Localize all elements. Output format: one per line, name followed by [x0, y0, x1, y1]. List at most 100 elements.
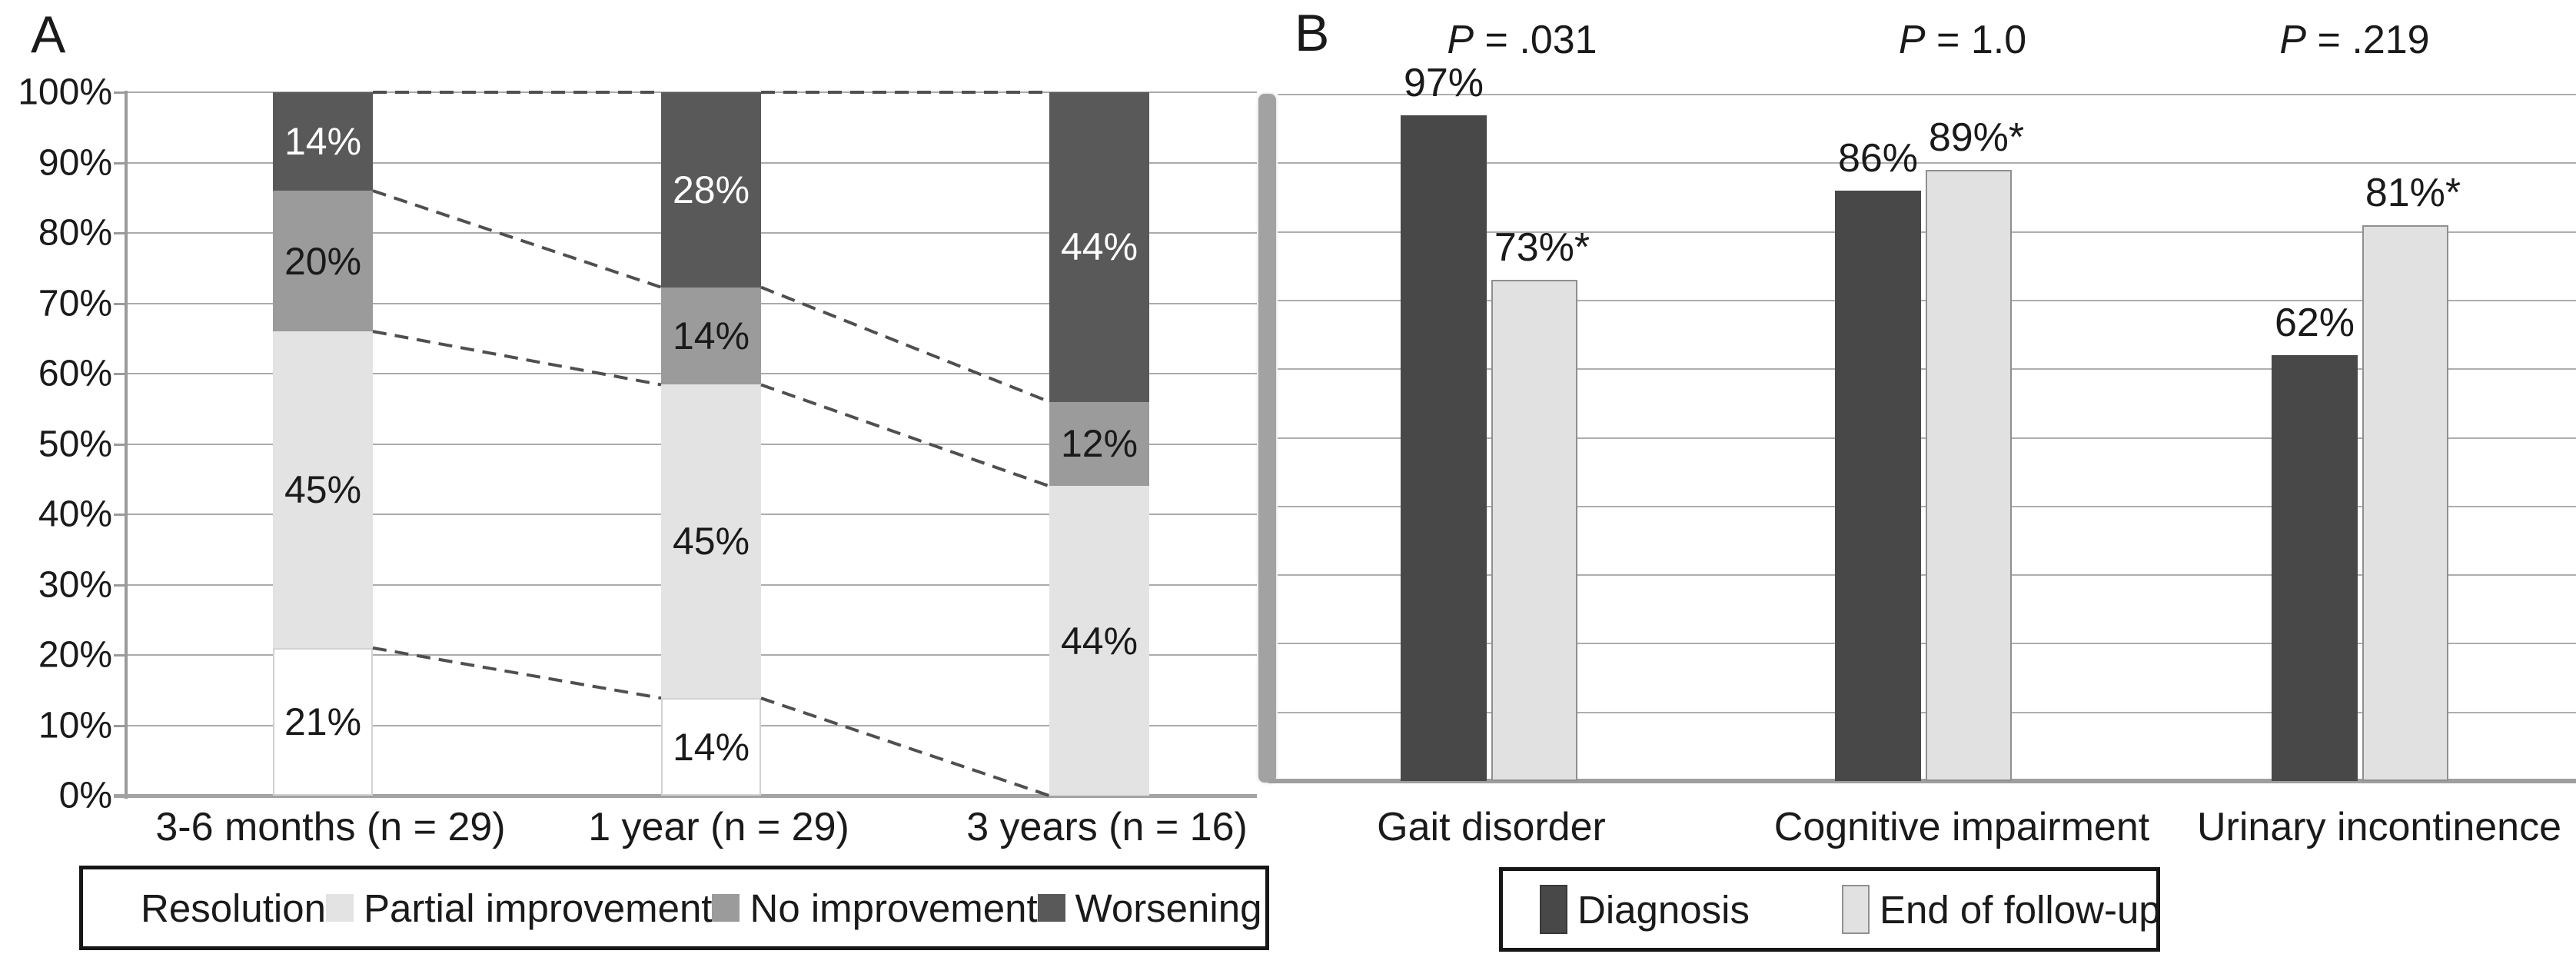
- y-axis-tick: [114, 514, 127, 516]
- legend-item: Diagnosis: [1540, 885, 1750, 934]
- legend-label: Worsening: [1075, 886, 1262, 930]
- panel-divider: [1258, 94, 1276, 783]
- segment-label: 12%: [1060, 422, 1138, 466]
- bar-segment: 12%: [1049, 401, 1149, 487]
- segment-label: 45%: [672, 520, 750, 563]
- category-label: 1 year (n = 29): [588, 805, 849, 849]
- bar-value-label: 97%: [1403, 60, 1484, 105]
- p-italic: P: [1898, 18, 1926, 62]
- panel-b-legend: Diagnosis End of follow-up: [1499, 867, 2161, 952]
- y-tick-label: 0%: [58, 775, 112, 816]
- bar-segment: 21%: [273, 647, 373, 796]
- y-tick-label: 10%: [38, 705, 112, 746]
- bar-segment: 20%: [273, 191, 373, 332]
- followup-bar: [2362, 224, 2448, 781]
- panel-a-legend: Resolution Partial improvement No improvem…: [79, 866, 1269, 950]
- p-value-label: P = .031: [1447, 17, 1597, 63]
- category-label: 3 years (n = 16): [966, 805, 1248, 849]
- y-axis-tick: [114, 161, 127, 165]
- legend-swatch: [103, 894, 131, 922]
- legend-label: Resolution: [141, 886, 326, 930]
- legend-swatch: [712, 894, 740, 922]
- p-rest: = 1.0: [1925, 18, 2027, 62]
- bar-segment: 45%: [661, 384, 761, 699]
- segment-label: 20%: [284, 239, 362, 283]
- y-axis-tick: [114, 232, 127, 234]
- bar-value-label: 62%: [2274, 301, 2355, 346]
- segment-label: 44%: [1060, 619, 1138, 663]
- diagnosis-bar: [1835, 191, 1921, 781]
- gridline: [1278, 162, 2576, 165]
- p-value-label: P = 1.0: [1899, 17, 2026, 63]
- bar-value-label: 86%: [1837, 136, 1919, 181]
- dashed-connector-line: [760, 383, 1050, 488]
- category-label: Urinary incontinence: [2196, 805, 2562, 849]
- stacked-bar: 44% 12% 44%: [1049, 92, 1149, 796]
- diagnosis-bar: [2272, 355, 2358, 781]
- category-label: Cognitive impairment: [1773, 805, 2150, 849]
- y-tick-label: 90%: [38, 142, 112, 183]
- gridline: [1278, 94, 2576, 95]
- stacked-bar: 21% 45% 20% 14%: [273, 92, 373, 796]
- legend-swatch: [325, 894, 354, 922]
- dashed-connector-line: [372, 189, 662, 289]
- p-rest: = .219: [2306, 18, 2430, 62]
- y-tick-label: 50%: [38, 424, 112, 464]
- legend-label: No improvement: [750, 886, 1038, 930]
- bar-segment: 45%: [273, 331, 373, 648]
- p-italic: P: [2279, 18, 2307, 62]
- y-tick-label: 20%: [38, 634, 112, 676]
- legend-label: Diagnosis: [1577, 887, 1750, 932]
- p-rest: = .031: [1474, 18, 1597, 62]
- legend-item: Partial improvement: [325, 886, 713, 931]
- y-tick-label: 30%: [38, 564, 112, 605]
- y-axis-tick: [114, 373, 127, 375]
- p-italic: P: [1447, 18, 1474, 62]
- y-axis-tick: [114, 724, 127, 727]
- panel-a-label: A: [31, 5, 66, 64]
- dashed-connector-line: [760, 696, 1050, 797]
- bar-segment: 14%: [273, 92, 373, 191]
- x-axis-line: [1268, 779, 2576, 783]
- segment-label: 21%: [284, 700, 362, 743]
- y-axis-line: [125, 91, 128, 799]
- bar-segment: 28%: [661, 92, 761, 288]
- bar-segment: 44%: [1049, 92, 1149, 402]
- segment-label: 28%: [672, 168, 750, 211]
- bar-segment: 44%: [1049, 486, 1149, 796]
- y-axis-tick: [114, 302, 127, 305]
- legend-swatch: [1037, 894, 1065, 922]
- y-tick-label: 100%: [18, 71, 112, 113]
- dashed-connector-line: [372, 330, 662, 387]
- legend-item: Resolution: [103, 886, 326, 931]
- y-tick-label: 70%: [38, 283, 112, 324]
- segment-label: 14%: [672, 314, 750, 358]
- legend-label: End of follow-up: [1879, 887, 2161, 932]
- y-tick-label: 80%: [38, 212, 112, 254]
- bar-segment: 14%: [661, 287, 761, 385]
- panel-b-label: B: [1295, 4, 1330, 62]
- followup-bar: [1926, 170, 2012, 781]
- dashed-connector-line: [760, 285, 1050, 404]
- legend-item: No improvement: [712, 886, 1038, 931]
- legend-swatch: [1540, 885, 1567, 934]
- segment-label: 45%: [284, 467, 362, 511]
- bar-value-label: 73%*: [1494, 225, 1590, 271]
- stacked-bar: 14% 45% 14% 28%: [661, 92, 761, 796]
- followup-bar: [1491, 280, 1577, 781]
- y-axis-tick: [114, 583, 127, 587]
- y-axis-tick: [114, 654, 127, 656]
- legend-item: Worsening: [1037, 886, 1262, 931]
- bar-value-label: 81%*: [2365, 170, 2461, 215]
- segment-label: 14%: [284, 120, 362, 164]
- y-axis-tick: [114, 91, 127, 94]
- bar-segment: 14%: [661, 698, 761, 796]
- y-axis-tick: [114, 443, 127, 446]
- legend-label: Partial improvement: [363, 886, 713, 930]
- diagnosis-bar: [1401, 115, 1487, 781]
- legend-swatch: [1841, 885, 1870, 934]
- segment-label: 14%: [672, 725, 750, 769]
- p-value-label: P = .219: [2279, 17, 2429, 63]
- category-label: Gait disorder: [1377, 805, 1606, 849]
